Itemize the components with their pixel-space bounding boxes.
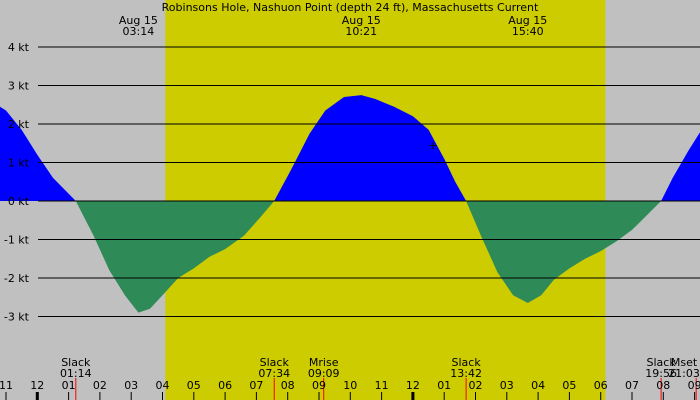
flood-current-areas: [0, 95, 700, 201]
y-tick-label: -2 kt: [4, 272, 30, 285]
x-tick-label: 04: [156, 379, 170, 392]
x-tick-label: 10: [343, 379, 357, 392]
flood-current-area: [0, 106, 76, 201]
x-tick-label: 03: [500, 379, 514, 392]
x-tick-label: 12: [406, 379, 420, 392]
x-tick-label: 08: [656, 379, 670, 392]
annotation-time: 15:40: [512, 25, 544, 38]
event-time: 19:56: [645, 367, 677, 380]
x-tick-label: 03: [124, 379, 138, 392]
ebb-current-area: [75, 201, 275, 313]
event-time: 01:14: [60, 367, 92, 380]
y-tick-label: 2 kt: [8, 118, 30, 131]
event-name: Slack: [647, 356, 677, 369]
y-tick-label: 0 kt: [8, 195, 30, 208]
event-time: 07:34: [258, 367, 290, 380]
x-tick-label: 11: [375, 379, 389, 392]
event-name: Slack: [61, 356, 91, 369]
x-tick-label: 09: [312, 379, 326, 392]
x-tick-label: 12: [30, 379, 44, 392]
bottom-events: Slack01:14Slack07:34Mrise09:09Slack13:42…: [60, 356, 700, 400]
x-tick-label: 07: [249, 379, 263, 392]
chart-title: Robinsons Hole, Nashuon Point (depth 24 …: [162, 1, 539, 14]
event-name: Slack: [260, 356, 290, 369]
x-tick-label: 11: [0, 379, 13, 392]
x-tick-label: 06: [218, 379, 232, 392]
annotation-date: Aug 15: [119, 14, 158, 27]
x-tick-label: 06: [594, 379, 608, 392]
x-axis-ticks: 11 12 01 02 03 04 05 06 07 08 09 10 11 12 01 02 03 04 05 06…: [0, 379, 700, 400]
y-gridlines: [38, 46, 700, 317]
x-tick-label: 07: [625, 379, 639, 392]
y-axis-tick-labels: 4 kt 3 kt 2 kt 1 kt 0 kt -1 kt -2 kt -3 kt: [4, 41, 30, 324]
x-tick-label: 02: [93, 379, 107, 392]
event-name: Slack: [452, 356, 482, 369]
annotation-date: Aug 15: [508, 14, 547, 27]
y-tick-label: -3 kt: [4, 311, 30, 324]
x-tick-label: 05: [562, 379, 576, 392]
flood-current-area: [661, 132, 700, 201]
x-tick-label: 02: [469, 379, 483, 392]
event-name: Mset: [671, 356, 698, 369]
x-tick-label: 08: [281, 379, 295, 392]
x-tick-label: 04: [531, 379, 545, 392]
x-tick-label: 01: [437, 379, 451, 392]
flood-current-area: [274, 95, 467, 201]
event-name: Mrise: [309, 356, 339, 369]
event-time: 09:09: [308, 367, 340, 380]
cursor-plus-mark: +: [428, 139, 437, 152]
annotation-date: Aug 15: [342, 14, 381, 27]
y-tick-label: 4 kt: [8, 41, 30, 54]
y-tick-label: -1 kt: [4, 234, 30, 247]
x-tick-label: 01: [62, 379, 76, 392]
x-tick-label: 09: [688, 379, 700, 392]
annotation-time: 10:21: [345, 25, 377, 38]
event-time: 21:03: [668, 367, 700, 380]
y-tick-label: 3 kt: [8, 80, 30, 93]
y-tick-label: 1 kt: [8, 157, 30, 170]
x-tick-label: 05: [187, 379, 201, 392]
annotation-time: 03:14: [123, 25, 155, 38]
event-time: 13:42: [450, 367, 482, 380]
